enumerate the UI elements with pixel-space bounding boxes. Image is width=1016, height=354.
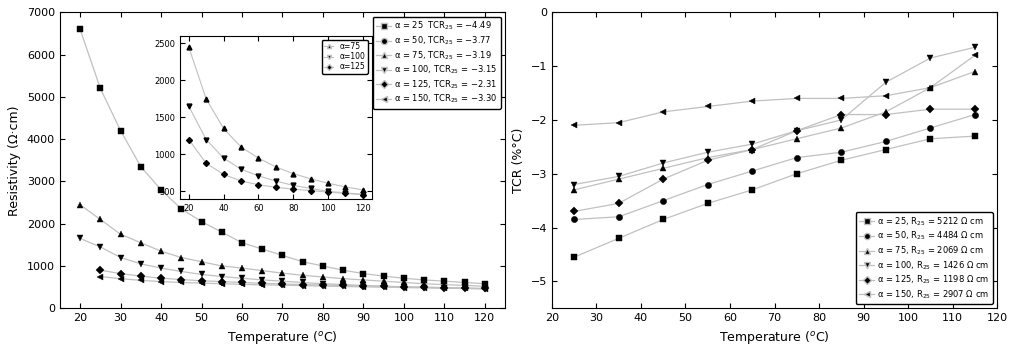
Y-axis label: TCR (%°C): TCR (%°C) — [512, 127, 525, 193]
Y-axis label: Resistivity (Ω·cm): Resistivity (Ω·cm) — [8, 105, 21, 216]
Legend: α = 25, R$_{25}$ = 5212 Ω cm, α = 50, R$_{25}$ = 4484 Ω cm, α = 75, R$_{25}$ = 2: α = 25, R$_{25}$ = 5212 Ω cm, α = 50, R$… — [855, 212, 993, 304]
Legend: α = 25  TCR$_{25}$ = −4.49, α = 50, TCR$_{25}$ = −3.77, α = 75, TCR$_{25}$ = −3.: α = 25 TCR$_{25}$ = −4.49, α = 50, TCR$_… — [373, 17, 501, 109]
X-axis label: Temperature ($^o$C): Temperature ($^o$C) — [227, 329, 338, 346]
X-axis label: Temperature ($^o$C): Temperature ($^o$C) — [719, 329, 830, 346]
